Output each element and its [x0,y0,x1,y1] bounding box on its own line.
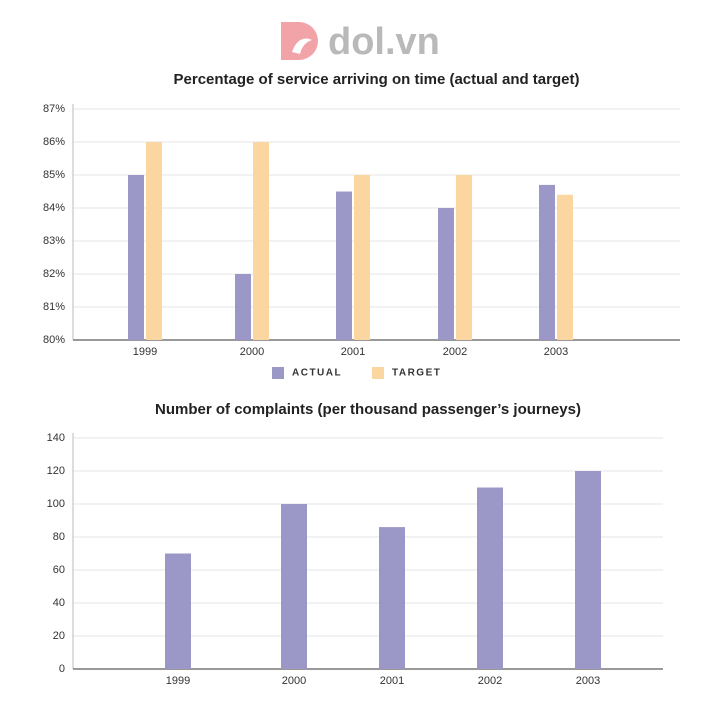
chart-title: Number of complaints (per thousand passe… [155,401,581,418]
x-tick-label: 2002 [443,346,467,358]
y-tick-label: 84% [43,202,65,214]
y-tick-label: 81% [43,301,65,313]
bar [165,553,191,669]
bar [539,184,555,340]
y-tick-label: 87% [43,103,65,115]
x-tick-label: 2001 [341,346,365,358]
y-tick-label: 120 [47,465,65,477]
y-tick-label: 100 [47,498,65,510]
bar [146,142,162,340]
x-tick-label: 2001 [380,675,404,687]
x-tick-label: 2000 [282,675,306,687]
brand: dol.vn [328,21,440,63]
legend-label: TARGET [392,368,441,379]
y-tick-label: 80 [53,531,65,543]
chart-title: Percentage of service arriving on time (… [174,71,580,88]
bar [354,175,370,340]
bar [128,175,144,340]
x-tick-label: 2003 [544,346,568,358]
y-tick-label: 60 [53,564,65,576]
bar [253,142,269,340]
y-tick-label: 86% [43,136,65,148]
bar [557,194,573,340]
legend-swatch [272,367,284,379]
legend-label: ACTUAL [292,368,342,379]
x-tick-label: 2002 [478,675,502,687]
y-tick-label: 140 [47,432,65,444]
x-tick-label: 1999 [133,346,157,358]
y-tick-label: 85% [43,169,65,181]
y-tick-label: 83% [43,235,65,247]
bar [281,504,307,669]
bar [379,527,405,669]
x-tick-label: 1999 [166,675,190,687]
y-tick-label: 40 [53,597,65,609]
bar [235,274,251,340]
legend-swatch [372,367,384,379]
y-tick-label: 82% [43,268,65,280]
x-tick-label: 2003 [576,675,600,687]
bar [575,471,601,669]
bar [438,208,454,340]
bar [456,175,472,340]
x-tick-label: 2000 [240,346,264,358]
y-tick-label: 20 [53,630,65,642]
y-tick-label: 80% [43,334,65,346]
bar [336,191,352,340]
y-tick-label: 0 [59,663,65,675]
bar [477,487,503,669]
logo-icon [281,22,318,60]
